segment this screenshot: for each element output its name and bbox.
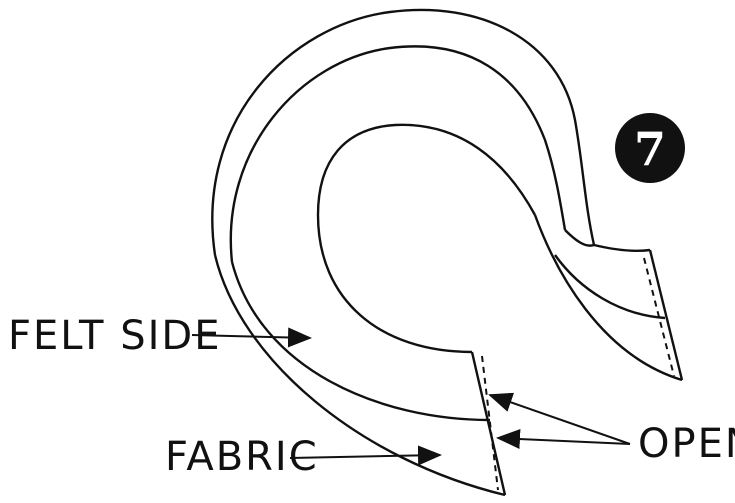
open-label: OPEN xyxy=(638,421,735,467)
outer-band-outline xyxy=(211,8,596,256)
felt-side-label: FELT SIDE xyxy=(8,313,221,359)
fabric-arrow xyxy=(289,445,442,466)
right-tail-bottom xyxy=(533,214,683,382)
right-tail-top xyxy=(593,243,651,252)
felt-lower-sweep xyxy=(230,261,491,422)
felt-side-arrow xyxy=(191,327,312,348)
outer-lower-sweep xyxy=(213,254,506,497)
right-tail-middle-layer xyxy=(554,254,666,320)
open-arrow-upper xyxy=(488,392,631,445)
right-tail-inner-edge xyxy=(564,229,595,247)
right-open-edge-line xyxy=(648,249,684,381)
inner-opening-edge xyxy=(316,123,537,354)
felt-band-outer-edge xyxy=(229,45,567,263)
open-arrow-lower xyxy=(496,429,631,449)
step-badge: 7 xyxy=(615,113,685,183)
step-badge-circle xyxy=(615,113,685,183)
bottom-open-edge-stitch xyxy=(481,355,499,491)
step-number: 7 xyxy=(634,122,666,176)
bottom-open-edge-line xyxy=(470,351,507,496)
right-open-edge-stitch xyxy=(643,257,675,377)
